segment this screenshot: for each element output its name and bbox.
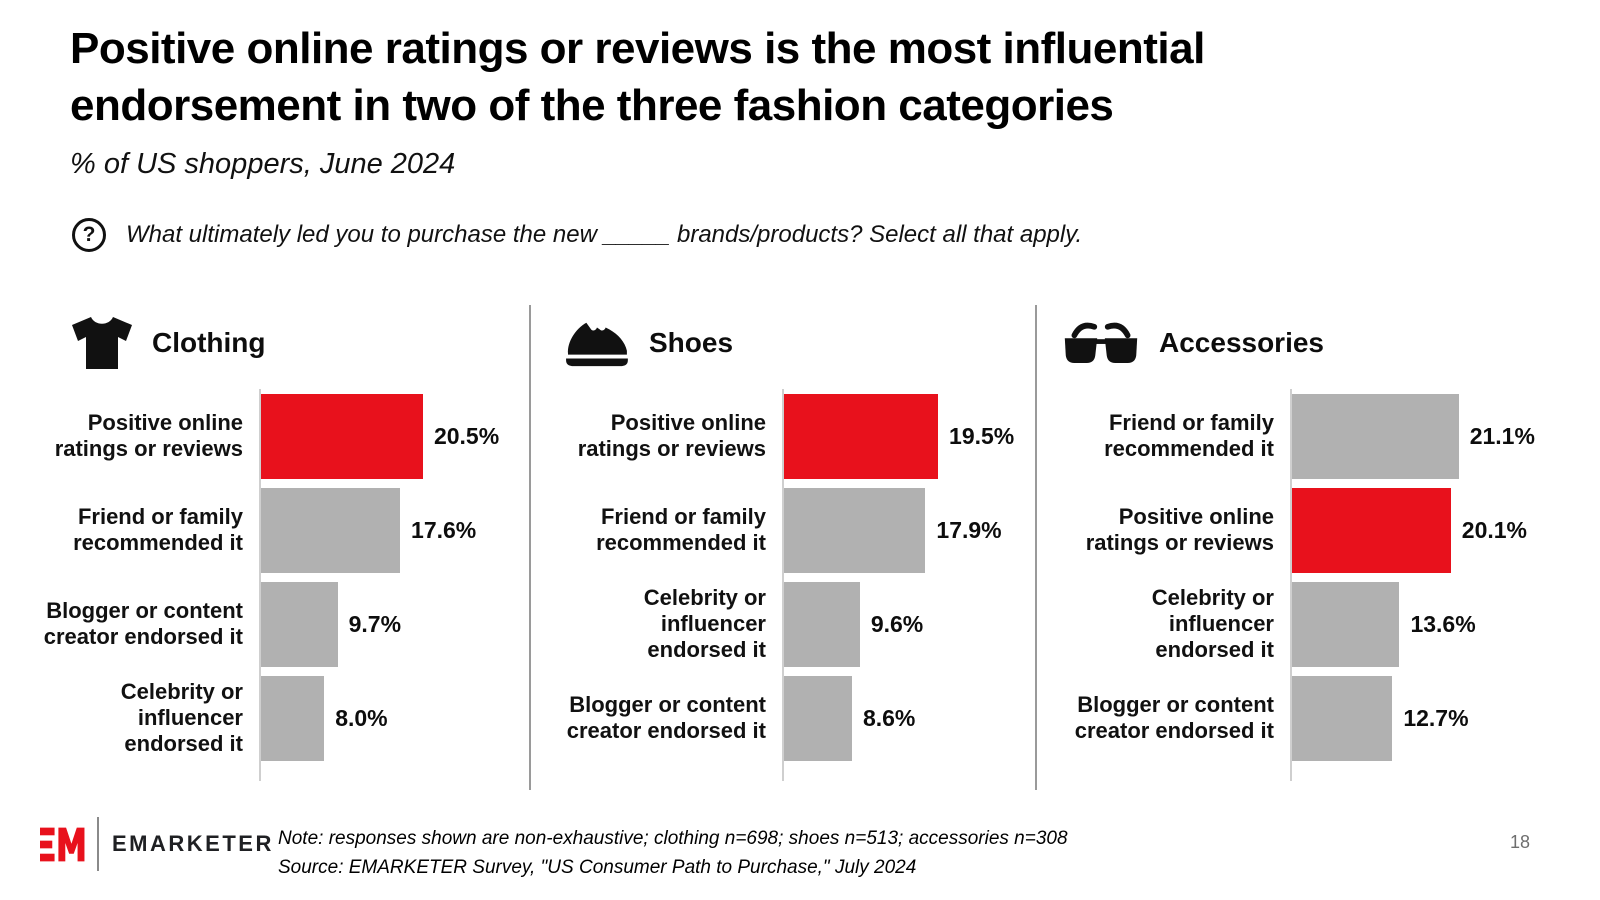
page-number: 18 (1509, 832, 1530, 852)
value-label: 19.5% (949, 422, 1015, 449)
category-label: Positive online ratings or reviews (54, 410, 243, 461)
value-label: 13.6% (1410, 610, 1476, 637)
bar (1292, 581, 1400, 667)
value-label: 20.5% (433, 422, 500, 449)
axis-tail (70, 765, 529, 781)
chart-panels: Clothing Positive online ratings or revi… (43, 305, 1540, 790)
bar-track: 12.7% (1290, 671, 1540, 765)
chart-row: Positive online ratings or reviews 20.5% (54, 389, 529, 483)
page-title: Positive online ratings or reviews is th… (70, 24, 1205, 130)
category-label: Blogger or content creator endorsed it (43, 598, 243, 649)
category-label: Friend or family recommended it (1104, 410, 1274, 461)
axis-tail (1037, 765, 1540, 781)
bar (1292, 487, 1451, 573)
bar-track: 20.1% (1290, 483, 1540, 577)
emarketer-logo: EMARKETER (40, 816, 274, 872)
bar-track: 8.6% (782, 671, 1035, 765)
source-line: Source: EMARKETER Survey, "US Consumer P… (278, 857, 917, 878)
category-label: Blogger or content creator endorsed it (1074, 692, 1274, 743)
bar (261, 393, 423, 479)
value-label: 17.9% (936, 516, 1002, 543)
panel-accessories: Accessories Friend or family recommended… (1035, 305, 1540, 790)
category-label: Celebrity or influencer endorsed it (120, 679, 243, 756)
bar-track: 9.7% (259, 577, 529, 671)
bar-track: 19.5% (782, 389, 1035, 483)
tshirt-icon (70, 314, 134, 372)
panel-title: Clothing (152, 327, 266, 358)
bar (1292, 675, 1393, 761)
value-label: 17.6% (411, 516, 477, 543)
chart-row: Celebrity or influencer endorsed it 9.6% (531, 577, 1035, 671)
chart-row: Celebrity or influencer endorsed it 13.6% (1037, 577, 1540, 671)
value-label: 12.7% (1403, 704, 1469, 731)
bar (784, 487, 926, 573)
bar-track: 9.6% (782, 577, 1035, 671)
panel-header: Accessories (1061, 311, 1540, 375)
chart-row: Positive online ratings or reviews 19.5% (531, 389, 1035, 483)
bar-track: 8.0% (259, 671, 529, 765)
logo-divider (97, 817, 99, 871)
chart-row: Positive online ratings or reviews 20.1% (1037, 483, 1540, 577)
bar (784, 393, 939, 479)
bar-track: 17.9% (782, 483, 1035, 577)
axis-tail (531, 765, 1035, 781)
panel-header: Shoes (561, 311, 1035, 375)
value-label: 9.6% (870, 610, 924, 637)
chart-row: Friend or family recommended it 21.1% (1037, 389, 1540, 483)
bar (261, 675, 325, 761)
bar-track: 17.6% (259, 483, 529, 577)
panel-title: Accessories (1159, 327, 1325, 358)
value-label: 20.1% (1461, 516, 1527, 543)
chart-row: Friend or family recommended it 17.9% (531, 483, 1035, 577)
footnotes: Note: responses shown are non-exhaustive… (278, 824, 1068, 882)
subtitle: % of US shoppers, June 2024 (70, 148, 456, 180)
chart-row: Blogger or content creator endorsed it 12… (1037, 671, 1540, 765)
note-line: Note: responses shown are non-exhaustive… (278, 828, 1068, 849)
bar-track: 13.6% (1290, 577, 1540, 671)
bar (261, 581, 338, 667)
panel-clothing: Clothing Positive online ratings or revi… (43, 305, 529, 790)
category-label: Blogger or content creator endorsed it (566, 692, 766, 743)
sunglasses-icon (1061, 318, 1141, 368)
bar-track: 20.5% (259, 389, 529, 483)
logo-wordmark: EMARKETER (112, 831, 274, 856)
bar-chart: Positive online ratings or reviews 20.5% F… (43, 389, 529, 781)
value-label: 8.6% (862, 704, 916, 731)
bar-track: 21.1% (1290, 389, 1540, 483)
value-label: 8.0% (335, 704, 388, 731)
bar (784, 675, 852, 761)
category-label: Positive online ratings or reviews (577, 410, 766, 461)
survey-question-row: ? What ultimately led you to purchase th… (72, 218, 1082, 252)
bar-chart: Positive online ratings or reviews 19.5% F… (531, 389, 1035, 781)
survey-question-text: What ultimately led you to purchase the … (126, 221, 1083, 248)
value-label: 9.7% (348, 610, 402, 637)
chart-row: Blogger or content creator endorsed it 8.… (531, 671, 1035, 765)
panel-header: Clothing (70, 311, 529, 375)
category-label: Friend or family recommended it (73, 504, 243, 555)
value-label: 21.1% (1469, 422, 1535, 449)
bar-chart: Friend or family recommended it 21.1% Posi… (1037, 389, 1540, 781)
bar (1292, 393, 1459, 479)
bar (784, 581, 860, 667)
chart-row: Blogger or content creator endorsed it 9.… (43, 577, 529, 671)
question-mark-icon: ? (72, 218, 106, 252)
category-label: Friend or family recommended it (596, 504, 766, 555)
chart-row: Friend or family recommended it 17.6% (70, 483, 529, 577)
category-label: Positive online ratings or reviews (1085, 504, 1274, 555)
category-label: Celebrity or influencer endorsed it (643, 585, 766, 662)
chart-row: Celebrity or influencer endorsed it 8.0% (70, 671, 529, 765)
panel-title: Shoes (649, 327, 734, 358)
em-logo-mark-icon (40, 827, 86, 862)
category-label: Celebrity or influencer endorsed it (1151, 585, 1274, 662)
bar (261, 487, 401, 573)
sneaker-icon (561, 315, 631, 371)
panel-shoes: Shoes Positive online ratings or reviews… (529, 305, 1035, 790)
